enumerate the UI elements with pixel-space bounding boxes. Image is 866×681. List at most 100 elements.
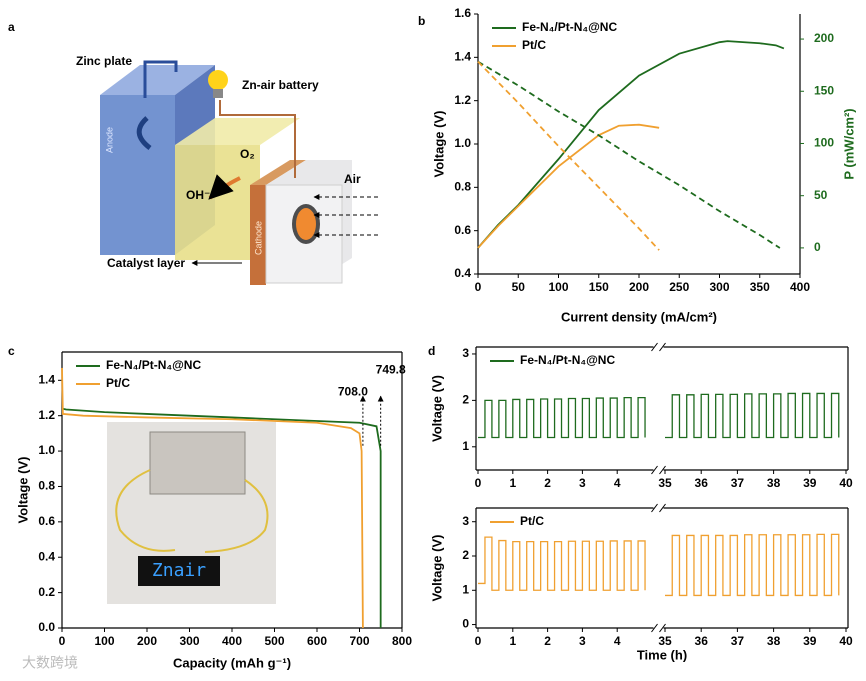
- data-line: [477, 60, 781, 249]
- x-tick-label: 300: [709, 280, 729, 294]
- axis-break: [651, 342, 658, 352]
- x-tick-label: 700: [349, 634, 369, 648]
- y2-axis-label: P (mW/cm²): [841, 108, 856, 179]
- data-line: [478, 396, 646, 439]
- y2-tick-label: 100: [814, 136, 834, 150]
- axis-break-gap: [653, 625, 664, 631]
- axis-break: [659, 623, 666, 633]
- x-axis-label: Current density (mA/cm²): [561, 309, 717, 324]
- y-tick-label: 3: [462, 346, 469, 360]
- legend-label: Fe-N₄/Pt-N₄@NC: [520, 353, 615, 367]
- y2-tick-label: 200: [814, 31, 834, 45]
- x-tick-label: 3: [579, 476, 586, 490]
- x-axis-label: Capacity (mAh g⁻¹): [173, 655, 291, 670]
- y-tick-label: 1.2: [454, 93, 471, 107]
- inset-display-text: Znair: [152, 560, 206, 581]
- x-tick-label: 39: [803, 634, 817, 648]
- x-tick-label: 4: [614, 634, 621, 648]
- y2-tick-label: 50: [814, 188, 828, 202]
- panel-label: b: [418, 14, 425, 28]
- axis-break: [651, 465, 658, 475]
- x-tick-label: 39: [803, 476, 817, 490]
- data-line: [665, 392, 840, 439]
- axis-break: [659, 503, 666, 513]
- y-tick-label: 0.4: [454, 266, 471, 280]
- y2-tick-label: 150: [814, 83, 834, 97]
- y-tick-label: 1.4: [38, 372, 55, 386]
- y-axis-label: Voltage (V): [429, 375, 444, 442]
- x-tick-label: 1: [509, 476, 516, 490]
- panel-label: c: [8, 344, 15, 358]
- inset-photo: [107, 422, 276, 604]
- y-tick-label: 1.0: [454, 136, 471, 150]
- y-tick-label: 1.2: [38, 408, 55, 422]
- y-tick-label: 1: [462, 582, 469, 596]
- legend-label: Fe-N₄/Pt-N₄@NC: [106, 358, 201, 372]
- legend-label: Fe-N₄/Pt-N₄@NC: [522, 20, 617, 34]
- data-line: [665, 533, 840, 597]
- x-tick-label: 36: [695, 476, 709, 490]
- y-tick-label: 0.2: [38, 585, 55, 599]
- axis-break-gap: [653, 344, 664, 350]
- y-tick-label: 2: [462, 393, 469, 407]
- x-tick-label: 38: [767, 634, 781, 648]
- data-line: [478, 536, 646, 591]
- y-tick-label: 0: [462, 617, 469, 631]
- y-tick-label: 0.6: [454, 223, 471, 237]
- x-tick-label: 100: [548, 280, 568, 294]
- x-tick-label: 37: [731, 476, 745, 490]
- battery-schematic: [100, 60, 378, 285]
- y-tick-label: 0.8: [38, 479, 55, 493]
- y-tick-label: 1.0: [38, 443, 55, 457]
- diagram-label: Catalyst layer: [107, 256, 185, 270]
- diagram-label: Zn-air battery: [242, 78, 319, 92]
- x-tick-label: 350: [750, 280, 770, 294]
- annotation: 749.8: [376, 362, 406, 376]
- x-axis-label: Time (h): [637, 647, 687, 662]
- y-tick-label: 3: [462, 514, 469, 528]
- legend-label: Pt/C: [522, 38, 546, 52]
- x-tick-label: 2: [544, 476, 551, 490]
- annotation: 708.0: [338, 384, 368, 398]
- y-tick-label: 0.8: [454, 180, 471, 194]
- y-tick-label: 0.6: [38, 514, 55, 528]
- x-tick-label: 38: [767, 476, 781, 490]
- x-tick-label: 200: [137, 634, 157, 648]
- legend-label: Pt/C: [520, 514, 544, 528]
- x-tick-label: 40: [839, 476, 853, 490]
- axis-break: [659, 465, 666, 475]
- x-tick-label: 4: [614, 476, 621, 490]
- axis-break-gap: [653, 467, 664, 473]
- x-tick-label: 600: [307, 634, 327, 648]
- x-tick-label: 300: [179, 634, 199, 648]
- x-tick-label: 200: [629, 280, 649, 294]
- x-tick-label: 0: [475, 476, 482, 490]
- panel-label: d: [428, 344, 435, 358]
- axis-break: [651, 503, 658, 513]
- axis-break: [651, 623, 658, 633]
- x-tick-label: 2: [544, 634, 551, 648]
- x-tick-label: 400: [790, 280, 810, 294]
- diagram-label: Air: [344, 172, 361, 186]
- x-tick-label: 40: [839, 634, 853, 648]
- x-tick-label: 35: [658, 634, 672, 648]
- y-axis-label: Voltage (V): [431, 111, 446, 178]
- x-tick-label: 100: [94, 634, 114, 648]
- x-tick-label: 3: [579, 634, 586, 648]
- x-tick-label: 500: [264, 634, 284, 648]
- axis-break: [659, 342, 666, 352]
- y-tick-label: 2: [462, 548, 469, 562]
- diagram-label: Anode: [104, 127, 114, 153]
- y-tick-label: 1.6: [454, 6, 471, 20]
- x-tick-label: 0: [475, 634, 482, 648]
- diagram-label: OH⁻: [186, 188, 210, 202]
- x-tick-label: 35: [658, 476, 672, 490]
- x-tick-label: 1: [509, 634, 516, 648]
- y2-tick-label: 0: [814, 240, 821, 254]
- y-tick-label: 0.4: [38, 549, 55, 563]
- axis-break-gap: [653, 505, 664, 511]
- panel-label: a: [8, 20, 15, 34]
- y-axis-label: Voltage (V): [15, 457, 30, 524]
- x-tick-label: 400: [222, 634, 242, 648]
